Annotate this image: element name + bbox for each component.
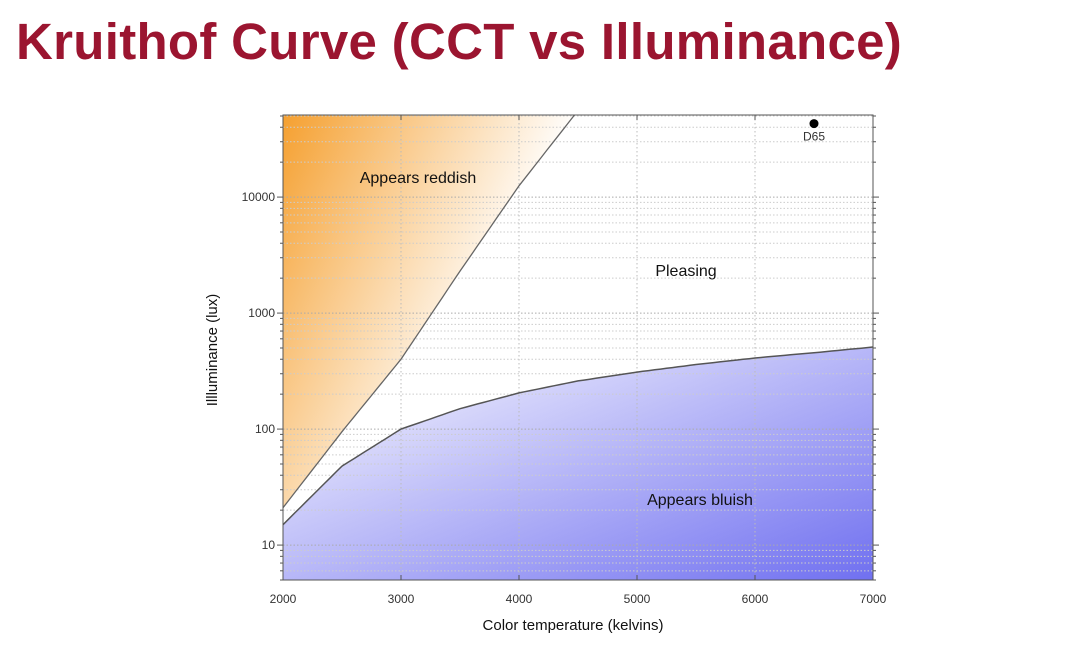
lower-boundary-curve bbox=[283, 346, 873, 526]
region-label-reddish: Appears reddish bbox=[360, 170, 477, 187]
x-tick-label: 5000 bbox=[624, 592, 651, 606]
region-label-bluish: Appears bluish bbox=[647, 492, 753, 509]
x-axis-label: Color temperature (kelvins) bbox=[483, 617, 664, 634]
d65-point bbox=[809, 119, 819, 129]
x-tick-label: 3000 bbox=[388, 592, 415, 606]
x-tick-label: 2000 bbox=[270, 592, 297, 606]
region-reddish bbox=[283, 115, 575, 508]
y-tick-label: 100 bbox=[255, 422, 275, 436]
x-tick-label: 4000 bbox=[506, 592, 533, 606]
d65-label: D65 bbox=[803, 130, 825, 144]
upper-boundary-curve bbox=[283, 115, 576, 509]
region-label-pleasing: Pleasing bbox=[655, 263, 716, 280]
y-tick-label: 10000 bbox=[242, 190, 276, 204]
x-tick-label: 7000 bbox=[860, 592, 887, 606]
x-tick-label: 6000 bbox=[742, 592, 769, 606]
y-axis-label: Illluminance (lux) bbox=[204, 294, 221, 407]
y-tick-label: 10 bbox=[262, 538, 276, 552]
slide-title: Kruithof Curve (CCT vs Illuminance) bbox=[16, 13, 903, 70]
y-tick-label: 1000 bbox=[248, 306, 275, 320]
